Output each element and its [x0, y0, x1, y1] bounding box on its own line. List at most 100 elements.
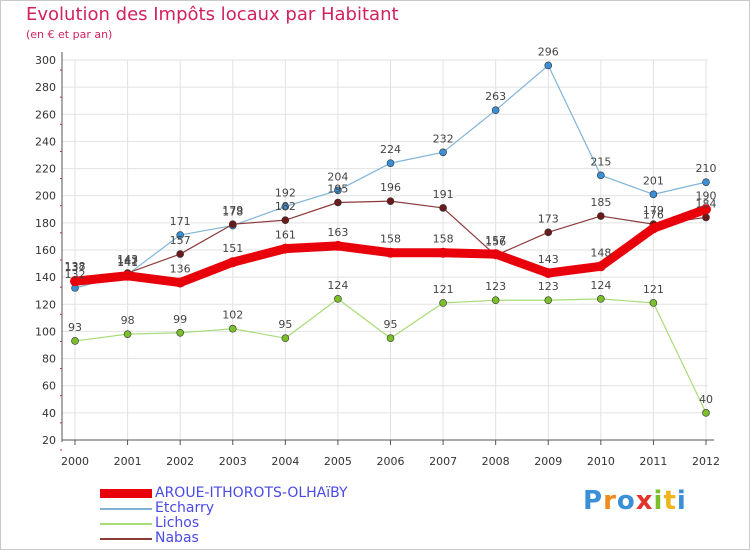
- data-point-s2: [597, 295, 605, 303]
- x-tick-label: 2004: [271, 455, 299, 468]
- data-label-s1: 178: [222, 206, 243, 219]
- data-point-s1: [544, 61, 553, 70]
- data-label-s2: 95: [384, 318, 398, 331]
- legend-swatch-lichos: [100, 523, 152, 525]
- data-label-s3: 157: [170, 234, 191, 247]
- x-tick-label: 2005: [324, 455, 352, 468]
- data-point-s1: [491, 106, 500, 115]
- data-point-s1: [281, 202, 290, 211]
- data-point-s3: [334, 198, 342, 207]
- y-tick-label: 40: [42, 407, 56, 420]
- data-point-s2: [71, 337, 79, 345]
- data-label-s0: 157: [485, 234, 506, 247]
- data-point-s2: [281, 334, 290, 343]
- logo-letter: o: [616, 486, 636, 516]
- logo-letter: P: [583, 486, 604, 516]
- data-label-s0: 176: [643, 208, 664, 221]
- data-label-s2: 124: [327, 279, 348, 292]
- data-label-s2: 121: [643, 283, 664, 296]
- data-point-s3: [281, 216, 290, 224]
- data-label-s3: 179: [222, 204, 243, 217]
- data-label-s0: 136: [170, 263, 191, 276]
- y-tick-label: 20: [42, 434, 56, 447]
- data-point-s0: [280, 243, 291, 254]
- y-tick-label: 60: [42, 380, 56, 393]
- data-label-s3: 173: [538, 212, 559, 225]
- data-label-s1: 171: [170, 215, 191, 228]
- x-tick-label: 2011: [639, 455, 667, 468]
- y-tick-label: 180: [35, 217, 56, 230]
- data-point-s0: [70, 276, 80, 287]
- x-tick-label: 2012: [692, 455, 720, 468]
- data-label-s3: 138: [65, 260, 86, 273]
- data-point-s0: [122, 270, 133, 281]
- data-label-s1: 296: [538, 45, 559, 58]
- data-point-s1: [334, 186, 342, 195]
- x-tick-label: 2001: [114, 455, 142, 468]
- data-point-s0: [595, 261, 606, 272]
- data-label-s0: 151: [222, 242, 243, 255]
- x-tick-label: 2009: [534, 455, 562, 468]
- legend-swatch-etcharry: [100, 508, 152, 510]
- data-point-s1: [702, 178, 710, 186]
- y-tick-label: 80: [42, 353, 56, 366]
- data-label-s2: 124: [590, 279, 611, 292]
- data-point-s1: [597, 171, 605, 180]
- data-label-s2: 95: [278, 318, 292, 331]
- data-label-s3: 195: [327, 183, 348, 196]
- legend-swatch-nabas: [100, 538, 152, 540]
- data-point-s2: [176, 328, 184, 337]
- data-point-s2: [439, 299, 447, 307]
- legend-label-nabas: Nabas: [155, 530, 199, 546]
- data-label-s1: 132: [65, 268, 86, 281]
- data-label-s0: 163: [327, 226, 348, 239]
- y-tick-label: 220: [35, 163, 56, 176]
- y-tick-label: 280: [35, 81, 56, 94]
- x-tick-label: 2007: [429, 455, 457, 468]
- data-point-s3: [228, 220, 237, 229]
- data-label-s0: 148: [590, 246, 611, 259]
- logo-letter: i: [653, 486, 664, 516]
- legend-label-lichos: Lichos: [155, 515, 200, 531]
- chart-title: Evolution des Impôts locaux par Habitant: [26, 4, 399, 25]
- y-tick-label: 160: [35, 244, 56, 257]
- data-label-s2: 121: [433, 283, 454, 296]
- x-tick-label: 2010: [587, 455, 615, 468]
- data-label-s1: 142: [117, 254, 138, 267]
- data-label-s3: 179: [643, 204, 664, 217]
- data-point-s0: [438, 247, 449, 258]
- data-point-s0: [490, 249, 501, 260]
- data-label-s2: 99: [173, 313, 187, 326]
- data-point-s2: [544, 296, 553, 305]
- data-point-s0: [385, 247, 396, 258]
- legend-swatch-aroue: [100, 489, 152, 498]
- data-point-s2: [334, 295, 342, 303]
- data-point-s0: [543, 268, 554, 279]
- y-tick-label: 240: [35, 135, 56, 148]
- data-label-s0: 137: [65, 261, 86, 274]
- data-label-s1: 192: [275, 187, 296, 200]
- data-label-s0: 161: [275, 229, 296, 242]
- data-point-s1: [649, 190, 658, 199]
- data-point-s3: [597, 212, 605, 220]
- data-point-s2: [386, 334, 395, 343]
- logo-letter: t: [663, 486, 677, 516]
- x-tick-label: 2008: [482, 455, 510, 468]
- data-label-s3: 184: [696, 197, 717, 210]
- data-point-s3: [439, 204, 447, 212]
- data-point-s2: [491, 296, 500, 305]
- data-point-s0: [227, 257, 238, 268]
- data-point-s0: [701, 204, 711, 215]
- data-point-s3: [176, 250, 184, 258]
- y-tick-label: 260: [35, 108, 56, 121]
- data-point-s1: [439, 148, 447, 157]
- logo-letter: r: [603, 486, 617, 516]
- data-label-s3: 196: [380, 181, 401, 194]
- data-label-s3: 156: [485, 235, 506, 248]
- chart-subtitle: (en € et par an): [26, 28, 113, 41]
- data-label-s2: 102: [222, 309, 243, 322]
- x-tick-label: 2000: [61, 455, 89, 468]
- data-point-s2: [123, 330, 132, 338]
- data-label-s1: 215: [590, 155, 611, 168]
